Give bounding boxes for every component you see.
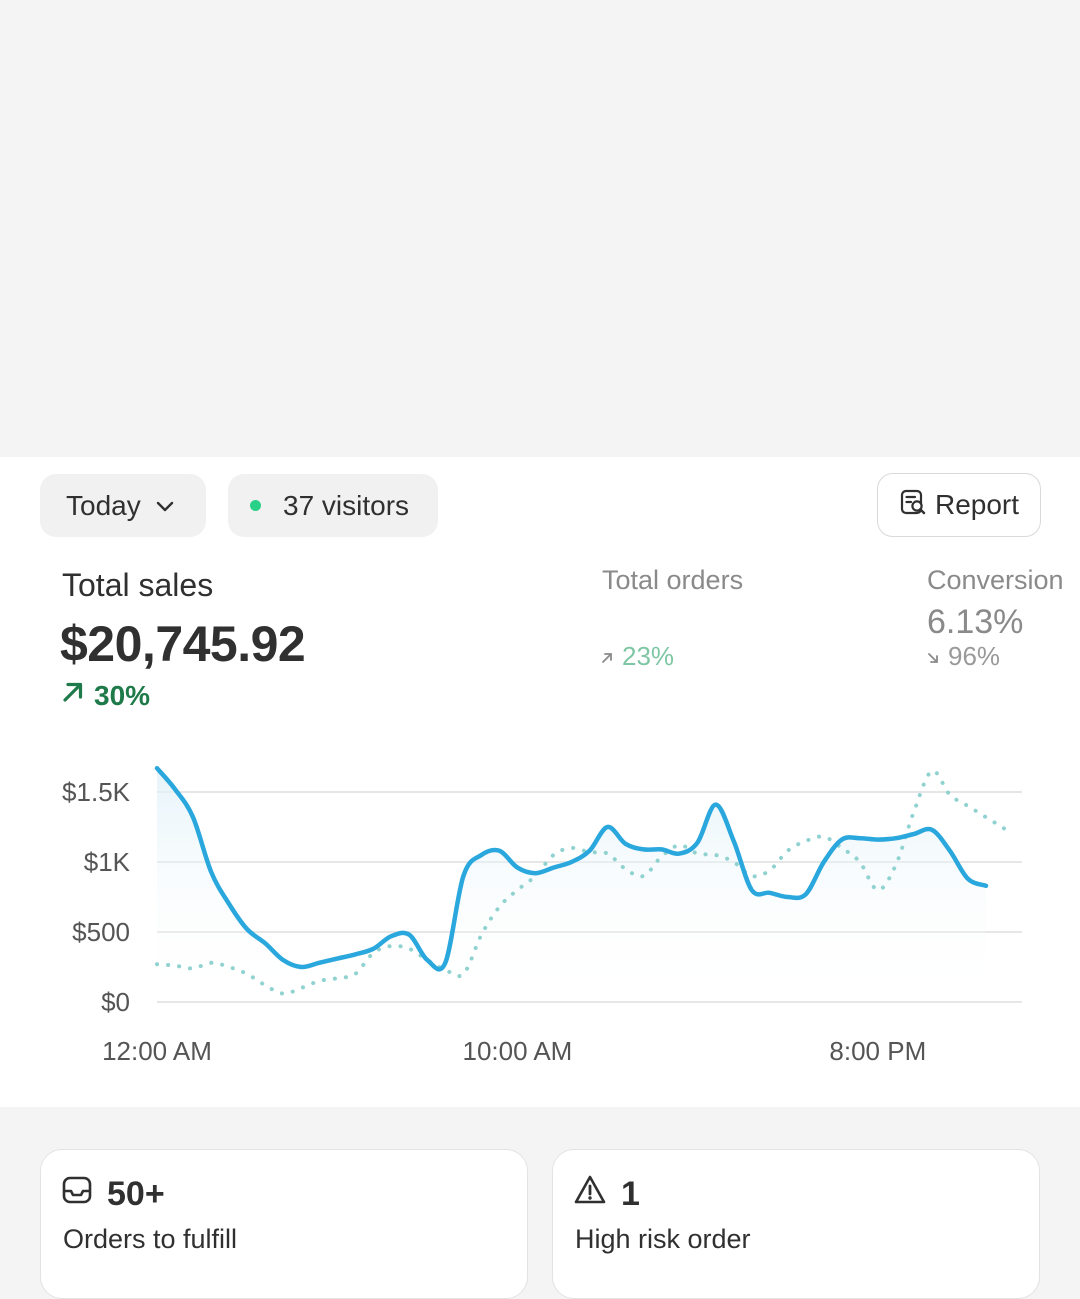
alert-triangle-icon [573,1174,607,1215]
report-icon [899,488,927,523]
total-orders-change-value: 23% [622,641,675,671]
x-tick-label: 12:00 AM [102,1036,212,1066]
high-risk-order-card[interactable]: 1 High risk order [552,1149,1040,1299]
x-tick-label: 8:00 PM [829,1036,926,1066]
current-period-line [154,765,989,972]
conversion-change-value: 96% [948,641,1001,671]
y-tick-label: $500 [72,917,130,947]
live-status-dot [250,500,261,511]
sales-overview-card: Today 37 visitors Report Total sales $20… [0,457,1080,1107]
arrow-up-right-icon [600,641,614,672]
conversion-value: 6.13% [927,603,1024,641]
sales-area-fill [157,768,986,1002]
arrow-down-right-icon [926,641,940,672]
x-tick-label: 10:00 AM [462,1036,572,1066]
blank-area [0,0,1080,457]
total-sales-change-value: 30% [94,679,151,711]
total-orders-label: Total orders [602,565,744,595]
total-orders-change: 23% [600,641,674,672]
total-sales-change: 30% [60,679,150,712]
date-range-selector[interactable]: Today [40,474,206,537]
y-tick-label: $1K [84,847,131,877]
orders-to-fulfill-label: Orders to fulfill [63,1224,238,1254]
report-label: Report [934,489,1020,520]
visitors-label: 37 visitors [283,489,410,521]
conversion-label: Conversion [927,565,1064,595]
date-range-label: Today [66,489,141,521]
chevron-down-icon [155,499,175,513]
conversion-change: 96% [926,641,1000,672]
high-risk-label: High risk order [575,1224,751,1254]
total-sales-value: $20,745.92 [60,616,306,672]
orders-to-fulfill-card[interactable]: 50+ Orders to fulfill [40,1149,528,1299]
y-tick-label: $0 [101,987,130,1017]
sales-line-chart: $1.5K $1K $500 $0 12:00 AM 10:00 AM 8:00 PM [62,765,1022,1066]
arrow-up-right-icon [60,679,86,712]
orders-to-fulfill-count: 50+ [107,1175,165,1213]
high-risk-count: 1 [621,1175,640,1213]
y-tick-label: $1.5K [62,777,131,807]
report-button[interactable]: Report [877,473,1041,537]
live-visitors-button[interactable]: 37 visitors [228,474,438,537]
total-sales-label: Total sales [62,567,214,603]
inbox-icon [61,1174,93,1215]
